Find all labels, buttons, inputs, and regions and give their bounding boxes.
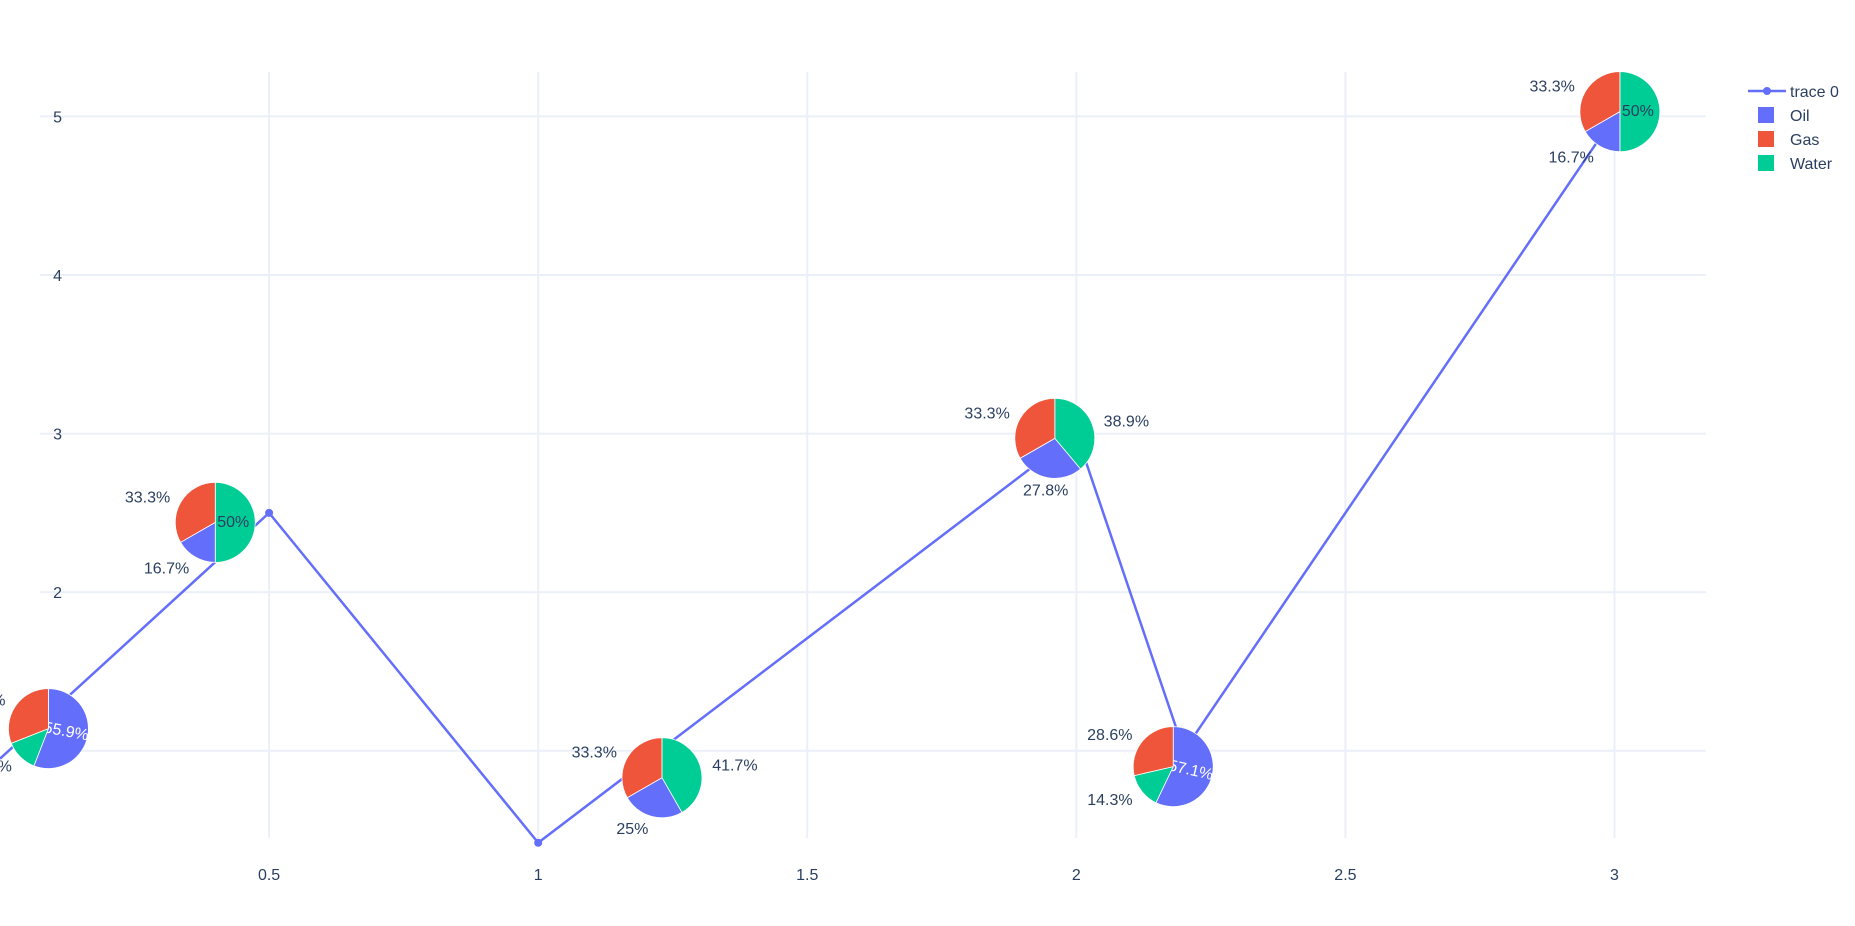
pie-slice-label: 13.1% bbox=[0, 758, 12, 775]
pie-slice-label: 16.7% bbox=[144, 560, 189, 577]
legend-item-series[interactable]: trace 0 bbox=[1748, 84, 1839, 101]
grid bbox=[40, 72, 1706, 838]
x-tick-label: 2 bbox=[1072, 867, 1081, 884]
pie-slice-label: 38.9% bbox=[1104, 414, 1149, 431]
x-tick-label: 0.5 bbox=[258, 867, 280, 884]
pie: 50% 16.7% 33.3% bbox=[125, 482, 256, 577]
x-tick-label: 3 bbox=[1610, 867, 1619, 884]
pie: 41.7% 25% 33.3% bbox=[572, 737, 758, 838]
pie-slice-label: 27.8% bbox=[1023, 483, 1068, 500]
legend-item-water[interactable]: Water bbox=[1758, 155, 1833, 173]
pie-slice-oil bbox=[1019, 437, 1082, 479]
line-point bbox=[265, 508, 274, 517]
pie-slice-water bbox=[1619, 71, 1661, 153]
y-tick-label: 2 bbox=[53, 585, 62, 602]
x-tick-label: 1.5 bbox=[796, 867, 818, 884]
pie-slice-oil bbox=[626, 777, 683, 819]
y-tick-label: 3 bbox=[53, 427, 62, 444]
legend-item-gas[interactable]: Gas bbox=[1758, 131, 1819, 149]
pie-slice-oil bbox=[33, 688, 89, 769]
line-point bbox=[534, 838, 543, 847]
pie-slice-gas bbox=[1014, 397, 1056, 459]
pie-slice-gas bbox=[1579, 71, 1621, 133]
pie-slice-label: 28.6% bbox=[1087, 727, 1132, 744]
legend-label: trace 0 bbox=[1790, 84, 1839, 101]
legend-swatch bbox=[1758, 131, 1774, 147]
pie-slice-label: 41.7% bbox=[712, 757, 757, 774]
x-tick-label: 2.5 bbox=[1334, 867, 1356, 884]
x-tick-label: 1 bbox=[534, 867, 543, 884]
pie-slice-label: 25% bbox=[616, 821, 648, 838]
pie-slice-label: 14.3% bbox=[1087, 792, 1132, 809]
pie-slice-label: 31% bbox=[0, 692, 5, 709]
pie-slice-label: 33.3% bbox=[572, 745, 617, 762]
pie: 38.9% 27.8% 33.3% bbox=[964, 397, 1149, 500]
pie-slice-label: 50% bbox=[217, 514, 249, 531]
pie: 57.1%14.3%28.6% bbox=[1087, 726, 1215, 809]
pie-slice-oil bbox=[1155, 726, 1214, 807]
axes: 0.511.522.5312345 bbox=[53, 109, 1619, 884]
pie-slice-gas bbox=[174, 482, 216, 543]
legend-label: Oil bbox=[1790, 108, 1810, 125]
pie-slice-label: 16.7% bbox=[1548, 150, 1593, 167]
legend-swatch bbox=[1758, 107, 1774, 123]
pie-slice-gas bbox=[1132, 726, 1174, 777]
pie-slice-label: 33.3% bbox=[125, 489, 170, 506]
legend-item-oil[interactable]: Oil bbox=[1758, 107, 1810, 125]
legend-label: Water bbox=[1790, 156, 1833, 173]
legend-swatch bbox=[1758, 155, 1774, 171]
pie: 50% 16.7% 33.3% bbox=[1530, 71, 1661, 167]
y-tick-label: 4 bbox=[53, 268, 62, 285]
pie-slice-water bbox=[214, 482, 256, 563]
pie-slice-label: 33.3% bbox=[964, 405, 1009, 422]
legend-label: Gas bbox=[1790, 132, 1819, 149]
legend[interactable]: trace 0 Oil Gas Water bbox=[1748, 84, 1839, 173]
pie: 55.9%13.1%31% bbox=[0, 688, 90, 775]
pie-charts: 55.9%13.1%31%50%16.7%33.3%41.7%25%33.3%3… bbox=[0, 71, 1661, 838]
y-tick-label: 5 bbox=[53, 109, 62, 126]
pie-slice-label: 33.3% bbox=[1530, 79, 1575, 96]
pie-slice-water bbox=[661, 737, 703, 813]
pie-slice-gas bbox=[621, 737, 663, 799]
pie-slice-gas bbox=[8, 688, 49, 744]
legend-marker bbox=[1763, 87, 1771, 95]
pie-slice-label: 50% bbox=[1622, 103, 1654, 120]
pie-slice-water bbox=[1054, 397, 1096, 470]
